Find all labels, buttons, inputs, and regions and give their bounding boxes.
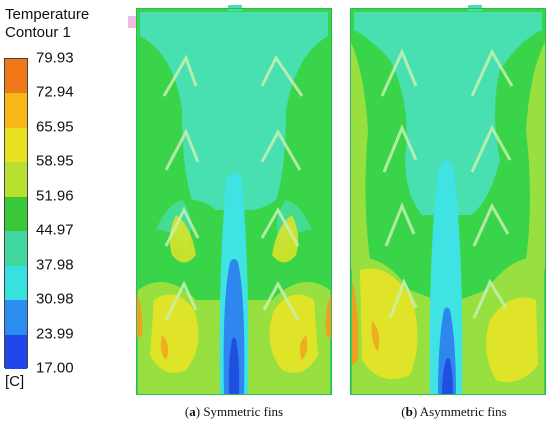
caption-letter-a: a	[189, 404, 196, 419]
legend-tick-label: 44.97	[36, 221, 74, 239]
caption-panel-b: (b) Asymmetric fins	[401, 404, 507, 419]
legend-tick-label: 58.95	[36, 152, 74, 170]
legend-band-4	[5, 162, 27, 198]
legend-band-6	[5, 231, 27, 267]
caption-text-b: Asymmetric fins	[419, 404, 507, 419]
legend-tick-label: 79.93	[36, 49, 74, 67]
legend-tick-label: 65.95	[36, 118, 74, 136]
contour-panel-symmetric	[136, 5, 332, 395]
legend-tick-label: 17.00	[36, 359, 74, 377]
legend-unit: [C]	[5, 373, 25, 390]
legend-tick-label: 72.94	[36, 83, 74, 101]
caption-panel-a: (a) Symmetric fins	[184, 404, 284, 419]
contour-panel-asymmetric	[350, 5, 546, 395]
legend-tick-label: 23.99	[36, 325, 74, 343]
legend-band-7	[5, 265, 27, 301]
caption-letter-b: b	[405, 404, 413, 419]
legend-tick-label: 30.98	[36, 290, 74, 308]
legend-band-5	[5, 196, 27, 232]
legend-tick-label: 51.96	[36, 187, 74, 205]
legend-subtitle: Contour 1	[5, 24, 71, 41]
legend-tick-label: 37.98	[36, 256, 74, 274]
legend-band-1	[5, 59, 27, 94]
legend-band-9	[5, 334, 27, 370]
legend-title: Temperature	[5, 6, 90, 23]
legend-band-3	[5, 127, 27, 163]
color-scale-bar	[4, 58, 28, 370]
legend-band-2	[5, 93, 27, 129]
caption-text-a: Symmetric fins	[203, 404, 284, 419]
legend-band-8	[5, 300, 27, 336]
